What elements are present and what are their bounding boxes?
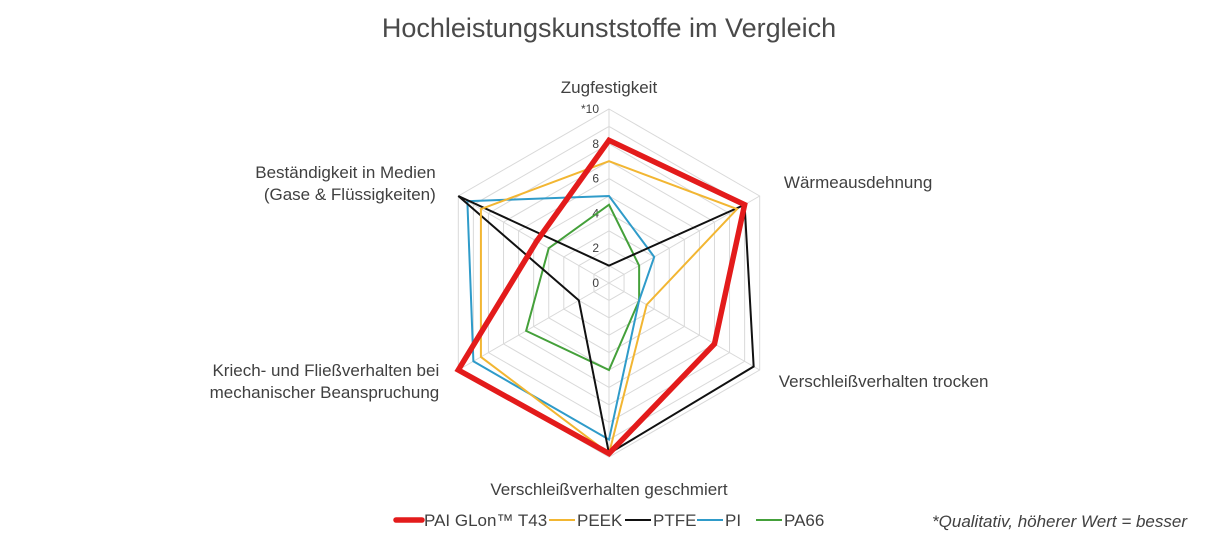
tick-label: 6	[592, 172, 599, 186]
tick-label: 0	[592, 276, 599, 290]
legend-label: PI	[725, 511, 741, 530]
series-line	[454, 136, 748, 457]
grid-spoke	[608, 282, 760, 371]
axis-label: Verschleißverhalten trocken	[779, 372, 989, 391]
tick-label: 8	[592, 137, 599, 151]
grid-spoke	[458, 195, 610, 284]
tick-label: 2	[592, 241, 599, 255]
chart-title: Hochleistungskunststoffe im Vergleich	[382, 13, 836, 43]
legend-label: PEEK	[577, 511, 623, 530]
axis-label: Zugfestigkeit	[561, 78, 658, 97]
legend-label: PA66	[784, 511, 824, 530]
series-line	[524, 203, 641, 372]
axis-label: Wärmeausdehnung	[784, 173, 932, 192]
axis-label: Kriech- und Fließverhalten bei	[212, 361, 439, 380]
legend-label: PAI GLon™ T43	[424, 511, 547, 530]
legend-label: PTFE	[653, 511, 696, 530]
axis-label: Beständigkeit in Medien	[255, 163, 436, 182]
series-line	[457, 195, 755, 456]
axis-label: (Gase & Flüssigkeiten)	[264, 185, 436, 204]
series-lines	[454, 136, 755, 457]
grid-spoke	[458, 282, 610, 371]
axis-label: mechanischer Beanspruchung	[210, 383, 440, 402]
series-line	[466, 194, 656, 442]
axis-labels: Zugfestigkeit Wärmeausdehnung Verschleißve…	[210, 78, 989, 499]
qualitative-note: *Qualitativ, höherer Wert = besser	[932, 512, 1188, 531]
legend: PAI GLon™ T43 PEEK PTFE PI PA66	[393, 511, 824, 530]
axis-label: Verschleißverhalten geschmiert	[490, 480, 727, 499]
tick-label: *10	[581, 102, 599, 116]
